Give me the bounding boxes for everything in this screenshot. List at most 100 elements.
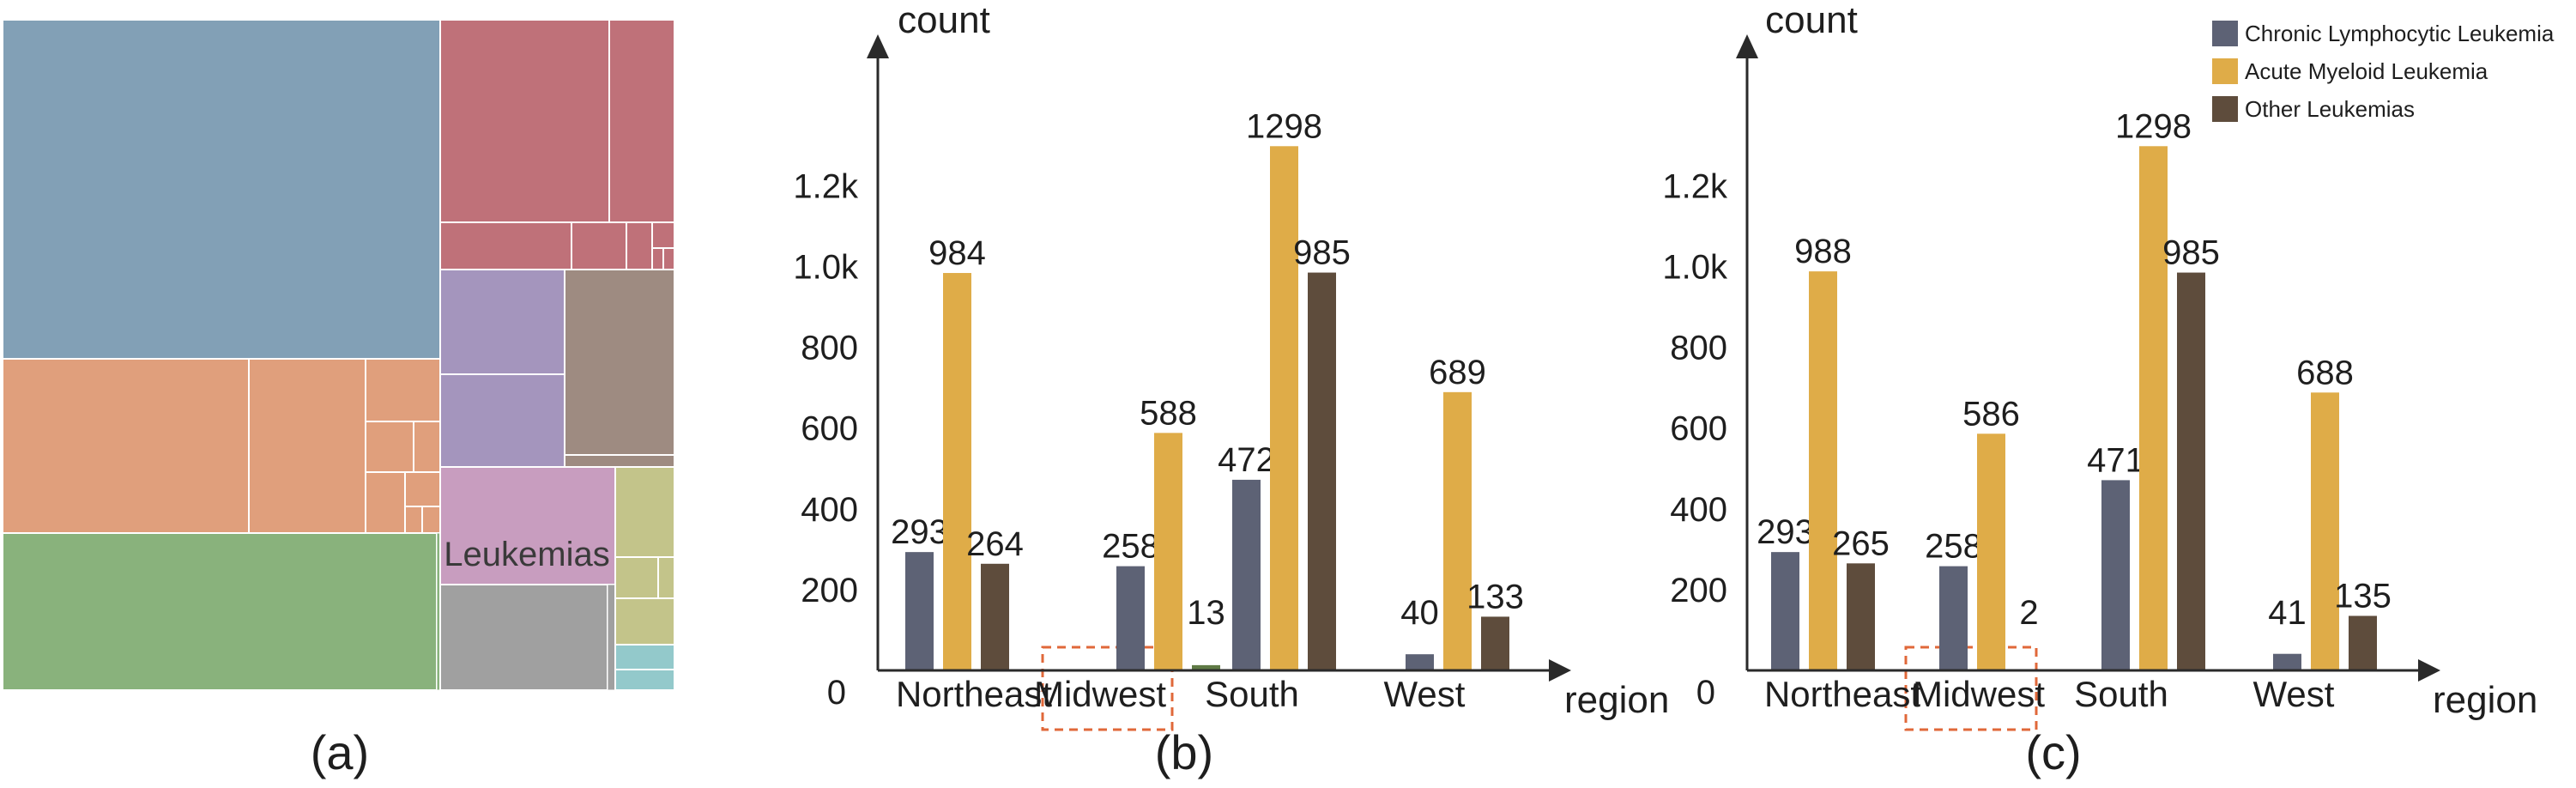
bar	[2311, 392, 2339, 670]
treemap-cell-taupe	[564, 454, 675, 468]
y-tick-label: 400	[801, 491, 858, 529]
y-tick-label: 0	[1696, 674, 1715, 712]
treemap-cell-teal	[614, 669, 675, 691]
treemap-cell-orange	[413, 421, 441, 473]
x-tick-label: South	[2074, 674, 2168, 714]
treemap-cell-orange	[421, 506, 441, 534]
treemap-cell-orange	[365, 421, 414, 473]
legend: Chronic Lymphocytic Leukemia Acute Myeloi…	[2212, 21, 2555, 122]
x-tick-label: Midwest	[1034, 674, 1166, 714]
bar-chart-c: 293 258 471 41 988 586 1298 688 265 2 985 135 0 200 40…	[1662, 0, 2537, 731]
bar	[981, 563, 1009, 670]
bar-value-label: 984	[928, 234, 986, 272]
treemap-cell-olive	[614, 466, 675, 558]
treemap-cell-olive	[614, 597, 675, 646]
bar	[1847, 563, 1875, 670]
treemap-cell-orange	[365, 358, 441, 422]
bar-value-label: 988	[1794, 233, 1852, 270]
bar-value-label: 471	[2087, 441, 2144, 479]
y-axis-title: count	[898, 0, 990, 41]
treemap-cell-red	[662, 247, 675, 270]
bar	[2101, 480, 2130, 670]
bar-value-label: 293	[1757, 513, 1814, 551]
treemap-cell-red	[651, 247, 664, 270]
y-tick-label: 200	[1670, 572, 1727, 609]
treemap-cell-red	[571, 221, 627, 270]
y-tick-label: 800	[1670, 330, 1727, 367]
treemap-cell-orange	[365, 471, 406, 534]
bar	[1771, 552, 1799, 670]
treemap-cell-purple	[439, 373, 565, 468]
bar	[1481, 616, 1509, 670]
bar-value-label: 40	[1400, 594, 1439, 632]
bar-value-label: 472	[1218, 441, 1275, 479]
legend-swatch	[2212, 58, 2238, 84]
treemap-cell-blue	[2, 19, 441, 360]
bar	[1977, 433, 2005, 670]
bar	[2177, 272, 2205, 670]
treemap-cell-red	[626, 221, 653, 270]
bar-chart-b: 293 258 472 40 984 588 1298 689 264 13 985 133 0 200 4…	[793, 0, 1669, 731]
treemap-cell-orange-large	[2, 358, 250, 534]
bar-value-label: 135	[2334, 577, 2392, 615]
bar-value-label: 1298	[1246, 107, 1322, 145]
treemap-cell-orange	[248, 358, 366, 534]
bar	[2273, 653, 2301, 670]
x-axis-title: region	[2433, 679, 2537, 721]
treemap: Leukemias	[2, 19, 675, 691]
bar	[1232, 479, 1261, 670]
x-axis-arrow	[1549, 659, 1571, 682]
x-axis-arrow	[2418, 659, 2440, 682]
bar	[1443, 391, 1472, 670]
bar	[1809, 271, 1837, 670]
x-tick-label: West	[1384, 674, 1466, 714]
bar-value-label: 293	[891, 513, 948, 551]
bar	[1308, 272, 1336, 670]
bar	[905, 552, 934, 670]
x-tick-label: South	[1205, 674, 1299, 714]
bar-value-label: 588	[1140, 394, 1197, 432]
bar	[2139, 146, 2168, 670]
legend-swatch	[2212, 96, 2238, 122]
bar-value-label: 265	[1832, 524, 1890, 562]
y-tick-label: 200	[801, 572, 858, 609]
y-tick-label: 400	[1670, 491, 1727, 529]
legend-label: Other Leukemias	[2245, 96, 2415, 122]
bar	[943, 273, 971, 670]
treemap-cell-orange	[404, 471, 441, 507]
y-tick-label: 1.0k	[1662, 249, 1728, 287]
treemap-cell-teal	[614, 644, 675, 670]
x-axis-title: region	[1564, 679, 1669, 721]
treemap-cell-gray	[607, 584, 616, 691]
treemap-cell-purple	[439, 269, 565, 375]
y-axis-title: count	[1765, 0, 1858, 41]
legend-label: Acute Myeloid Leukemia	[2245, 58, 2488, 84]
bar-value-label: 264	[966, 525, 1024, 563]
bar	[1116, 566, 1145, 670]
bar	[1154, 433, 1182, 670]
y-tick-label: 1.2k	[1662, 167, 1728, 205]
treemap-cell-orange	[404, 506, 423, 534]
x-tick-label: Midwest	[1913, 674, 2045, 714]
x-tick-label: Northeast	[896, 674, 1052, 714]
treemap-cell-red	[608, 19, 675, 223]
y-tick-label: 600	[1670, 410, 1727, 448]
caption-b: (b)	[1155, 725, 1213, 779]
y-tick-label: 800	[801, 330, 858, 367]
bar-value-label: 258	[1102, 528, 1159, 566]
bar-value-label: 985	[2162, 234, 2220, 272]
legend-swatch	[2212, 21, 2238, 46]
bar-value-label: 688	[2296, 354, 2354, 391]
highlight-box	[1041, 646, 1174, 731]
x-tick-label: West	[2253, 674, 2335, 714]
treemap-cell-taupe	[564, 269, 675, 456]
legend-label: Chronic Lymphocytic Leukemia	[2245, 21, 2555, 46]
bar	[1939, 566, 1968, 670]
highlight-box	[1904, 646, 2038, 731]
x-tick-label: Northeast	[1764, 674, 1920, 714]
caption-a: (a)	[311, 725, 369, 779]
bar	[1192, 664, 1220, 670]
bar-value-label: 2	[2019, 594, 2038, 632]
bar	[2349, 615, 2377, 670]
